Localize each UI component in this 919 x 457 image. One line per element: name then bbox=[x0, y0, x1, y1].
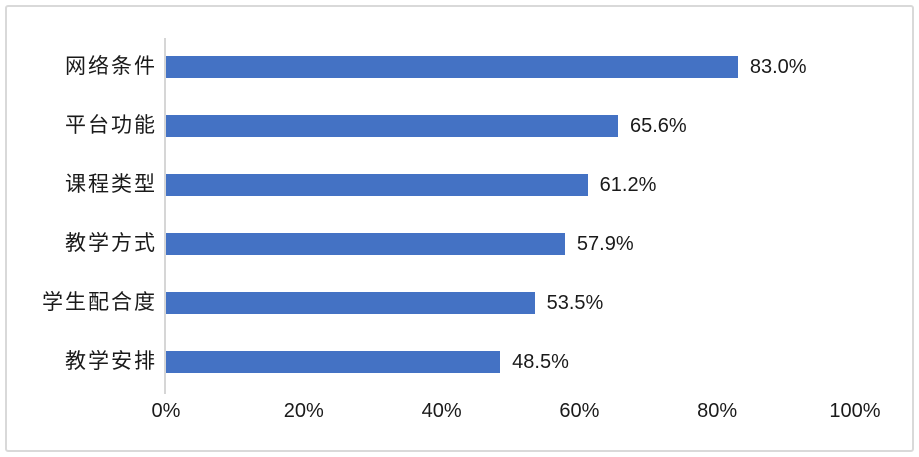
data-label: 53.5% bbox=[546, 291, 604, 314]
bar bbox=[166, 174, 588, 197]
bar bbox=[166, 56, 738, 79]
category-label: 教学方式 bbox=[65, 231, 157, 255]
bar bbox=[166, 232, 565, 255]
data-label: 57.9% bbox=[576, 232, 634, 255]
chart-border bbox=[5, 5, 914, 452]
x-axis-tick-label: 20% bbox=[283, 400, 324, 422]
bar bbox=[166, 115, 618, 138]
data-label: 48.5% bbox=[512, 350, 569, 373]
data-label: 61.2% bbox=[599, 174, 657, 197]
x-axis-tick-label: 40% bbox=[421, 400, 462, 422]
data-label: 83.0% bbox=[749, 56, 807, 79]
x-axis-tick-label: 60% bbox=[559, 400, 600, 422]
category-label: 平台功能 bbox=[65, 114, 157, 138]
category-label: 教学安排 bbox=[65, 349, 157, 373]
category-label: 网络条件 bbox=[65, 55, 157, 79]
x-axis-tick-label: 0% bbox=[151, 400, 181, 422]
x-axis-tick-label: 100% bbox=[829, 400, 881, 422]
x-axis-tick-label: 80% bbox=[697, 400, 738, 422]
bar bbox=[166, 291, 535, 314]
category-label: 学生配合度 bbox=[42, 290, 157, 314]
bar bbox=[166, 350, 501, 373]
data-label: 65.6% bbox=[629, 115, 687, 138]
category-label: 课程类型 bbox=[65, 173, 157, 197]
category-axis-line bbox=[164, 38, 166, 394]
